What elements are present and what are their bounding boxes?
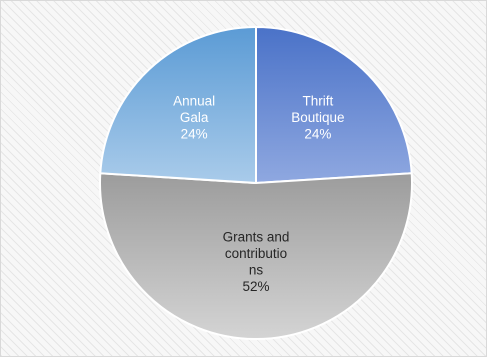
data-label-line: 24% [304,127,331,142]
data-label-line: 52% [242,279,269,294]
data-label-line: Boutique [291,110,344,125]
data-label-line: Thrift [303,94,334,109]
data-label-line: Grants and [223,229,290,244]
pie-slice-annual-gala [99,26,257,184]
data-label-grants-and-contributions: Grants and contributio ns 52% [223,229,290,293]
labels-layer: Thrift Boutique 24% Grants and contributio ns… [173,94,344,294]
data-label-line: 24% [181,127,208,142]
slices-layer [99,26,413,340]
data-label-thrift-boutique: Thrift Boutique 24% [291,94,344,142]
pie-slice-thrift-boutique [255,26,413,184]
data-label-line: contributio [225,246,287,261]
data-label-line: Annual [173,94,215,109]
data-label-line: ns [249,262,264,277]
data-label-annual-gala: Annual Gala 24% [173,94,215,142]
pie-slice-grants-and-contributions [99,172,413,340]
data-label-line: Gala [180,110,209,125]
